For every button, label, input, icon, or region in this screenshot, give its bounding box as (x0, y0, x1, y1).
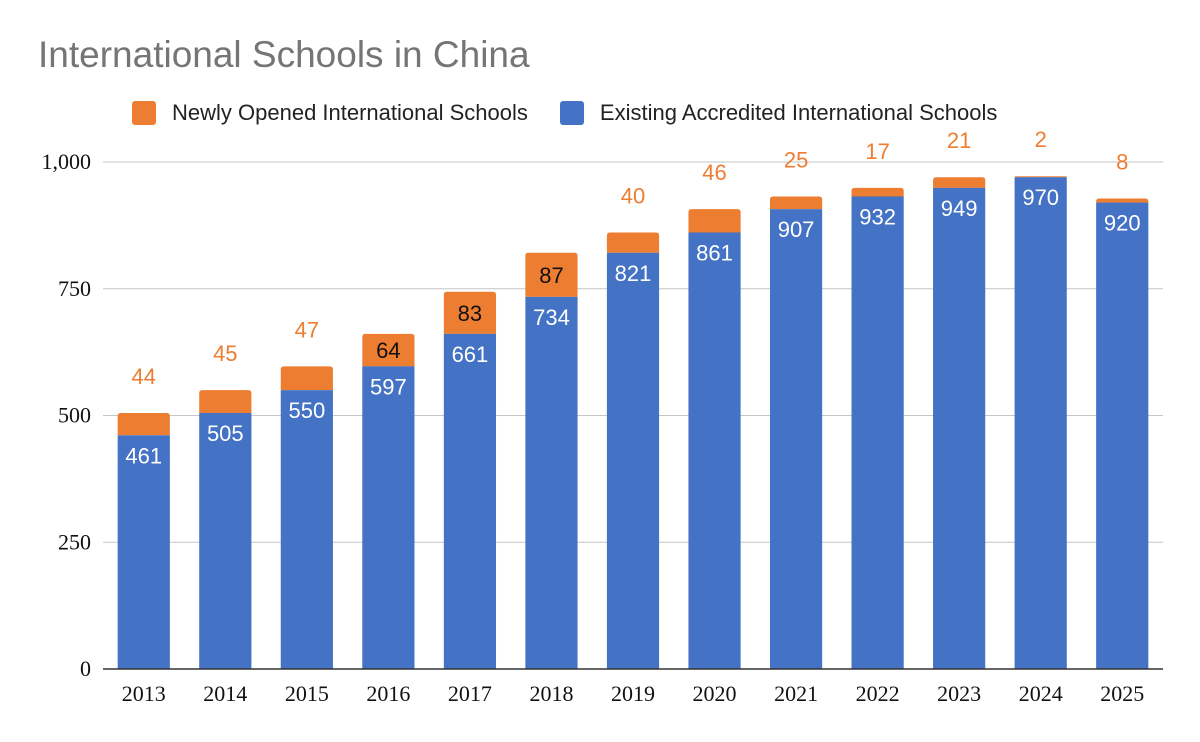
data-label-new-2018: 87 (539, 263, 563, 288)
bar-new-2016 (362, 333, 415, 367)
x-tick-label: 2020 (693, 681, 737, 706)
legend-swatch-new (132, 101, 156, 125)
bar-existing-2023 (933, 187, 986, 669)
x-tick-label: 2025 (1100, 681, 1144, 706)
bar-existing-2016 (362, 366, 415, 669)
data-label-existing-2014: 505 (207, 421, 244, 446)
legend-item-existing: Existing Accredited International School… (559, 100, 998, 126)
bar-new-2019 (606, 232, 660, 253)
data-label-existing-2018: 734 (533, 305, 570, 330)
y-axis-tick-labels: 0 250 500 750 1,000 (42, 149, 92, 681)
bar-existing-2017 (443, 333, 497, 669)
y-tick-label: 750 (58, 276, 91, 301)
data-label-existing-2023: 949 (941, 196, 978, 221)
bar-existing-2014 (199, 412, 252, 669)
bar-existing-2015 (280, 390, 333, 669)
x-tick-label: 2017 (448, 681, 492, 706)
x-tick-label: 2021 (774, 681, 818, 706)
x-tick-label: 2019 (611, 681, 655, 706)
data-label-existing-2021: 907 (778, 217, 815, 242)
x-tick-label: 2024 (1019, 681, 1063, 706)
y-tick-label: 250 (58, 529, 91, 554)
y-tick-label: 0 (80, 656, 91, 681)
bar-new-2022 (851, 187, 904, 197)
data-label-new-2019: 40 (621, 183, 645, 208)
bar-new-2018 (525, 252, 578, 297)
x-tick-label: 2023 (937, 681, 981, 706)
bar-new-2024 (1014, 176, 1067, 178)
data-label-existing-2016: 597 (370, 374, 407, 399)
legend-label-existing: Existing Accredited International School… (599, 100, 998, 125)
data-label-existing-2017: 661 (452, 342, 489, 367)
bar-new-2017 (443, 291, 497, 334)
bar-new-2013 (117, 412, 170, 436)
bar-existing-2024 (1014, 177, 1067, 669)
data-label-new-2014: 45 (213, 341, 237, 366)
legend-label-new: Newly Opened International Schools (172, 100, 528, 125)
x-axis-tick-labels: 2013 2014 2015 2016 2017 2018 2019 2020 2021 2022… (122, 681, 1144, 706)
x-tick-label: 2015 (285, 681, 329, 706)
x-tick-label: 2018 (529, 681, 573, 706)
bar-existing-2013 (117, 435, 170, 669)
data-label-existing-2024: 970 (1022, 185, 1059, 210)
bar-existing-2021 (769, 209, 823, 669)
bar-new-2020 (688, 209, 741, 233)
legend: Newly Opened International Schools Exist… (132, 98, 1029, 128)
bar-existing-2022 (851, 196, 904, 669)
data-label-new-2021: 25 (784, 147, 808, 172)
legend-item-new: Newly Opened International Schools (132, 100, 528, 126)
chart-title: International Schools in China (38, 34, 530, 75)
data-label-new-2013: 44 (132, 364, 156, 389)
y-tick-label: 500 (58, 403, 91, 428)
data-label-existing-2015: 550 (288, 398, 325, 423)
data-label-new-2020: 46 (702, 160, 726, 185)
data-label-new-2017: 83 (458, 301, 482, 326)
x-tick-label: 2014 (203, 681, 247, 706)
bars (117, 176, 1149, 670)
bar-existing-2020 (688, 232, 741, 669)
data-label-existing-2020: 861 (696, 240, 733, 265)
legend-swatch-existing (559, 101, 584, 125)
x-tick-label: 2013 (122, 681, 166, 706)
bar-existing-2018 (525, 296, 578, 669)
data-label-new-2022: 17 (865, 139, 889, 164)
data-label-new-2024: 2 (1035, 127, 1047, 152)
x-tick-label: 2022 (856, 681, 900, 706)
x-tick-label: 2016 (366, 681, 410, 706)
bar-new-2014 (199, 390, 252, 413)
data-label-existing-2019: 821 (615, 261, 652, 286)
data-label-new-2016: 64 (376, 338, 400, 363)
data-label-existing-2013: 461 (125, 443, 162, 468)
bar-new-2021 (769, 196, 823, 210)
data-label-existing-2025: 920 (1104, 211, 1141, 236)
bar-existing-2019 (606, 252, 660, 670)
bar-new-2023 (933, 177, 986, 188)
bar-existing-2025 (1096, 202, 1149, 669)
data-label-new-2025: 8 (1116, 150, 1128, 175)
bar-new-2015 (280, 366, 333, 391)
data-label-existing-2022: 932 (859, 204, 896, 229)
bar-new-2025 (1096, 198, 1149, 203)
y-tick-label: 1,000 (42, 149, 92, 174)
data-label-new-2023: 21 (947, 128, 971, 153)
data-label-new-2015: 47 (295, 317, 319, 342)
